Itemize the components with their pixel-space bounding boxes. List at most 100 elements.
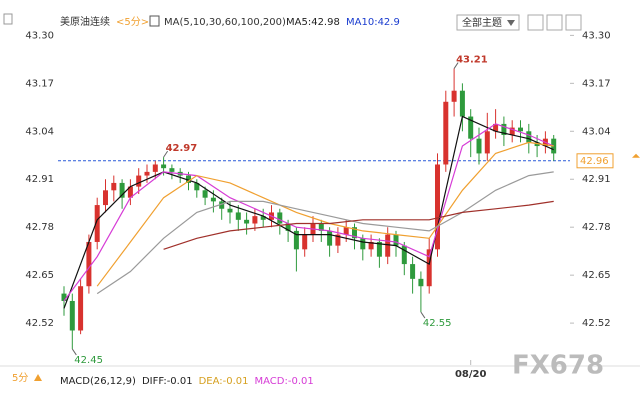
candle-body xyxy=(451,90,457,102)
candle-body xyxy=(551,138,557,154)
candle-body xyxy=(227,208,233,213)
y-tick-label: 42.91 xyxy=(25,174,54,185)
bottom-period[interactable]: 5分 xyxy=(12,372,28,384)
candle-body xyxy=(293,230,299,250)
candle-body xyxy=(468,116,474,139)
last-price-box xyxy=(576,153,614,169)
candle-body xyxy=(302,234,308,250)
y-tick-label: 42.78 xyxy=(25,222,54,233)
y-tick-label: 43.30 xyxy=(25,30,54,41)
candle-body xyxy=(111,182,117,191)
candle-body xyxy=(435,164,440,250)
candle-body xyxy=(518,127,523,132)
macd-label: MACD:-0.01 xyxy=(255,376,314,387)
candle-body xyxy=(410,264,416,279)
candle-body xyxy=(252,216,258,224)
candle-body xyxy=(103,190,108,206)
high-label: 42.97 xyxy=(166,143,198,154)
last-price-label: 42.96 xyxy=(580,156,609,167)
icon[interactable] xyxy=(149,15,160,27)
ma-value: MA10:42.9 xyxy=(346,17,400,28)
candle-body xyxy=(385,234,391,257)
y-tick-label: 43.17 xyxy=(25,78,54,89)
candle-body xyxy=(260,216,266,220)
candle-body xyxy=(69,300,75,331)
indicator: MA(5,10,30,60,100,200) xyxy=(164,17,286,28)
y-tick-label: 43.30 xyxy=(582,30,611,41)
candle-body xyxy=(352,227,357,239)
macd-label: DIFF:-0.01 xyxy=(142,376,193,387)
candle-body xyxy=(418,278,424,287)
candle-body xyxy=(235,212,241,220)
candle-body xyxy=(343,227,349,235)
last-price-arrow xyxy=(632,153,640,158)
pointer xyxy=(71,348,77,356)
candle-body xyxy=(152,164,158,172)
period[interactable]: <5分> xyxy=(116,16,149,28)
candle-body xyxy=(61,293,67,301)
candle-body xyxy=(509,127,515,135)
candle-body xyxy=(210,197,216,202)
candle-body xyxy=(161,164,167,169)
macd-label: MACD(26,12,9) xyxy=(60,376,136,387)
ma-line xyxy=(163,200,554,250)
watermark: FX678 xyxy=(512,351,604,381)
arrow[interactable] xyxy=(34,374,42,381)
candle-body xyxy=(86,241,92,287)
candle-body xyxy=(393,234,399,246)
y-tick-label: 43.04 xyxy=(25,126,54,137)
candle-body xyxy=(127,186,133,198)
candle-body xyxy=(501,123,507,135)
candle-body xyxy=(202,190,208,198)
y-tick-label: 43.17 xyxy=(582,78,611,89)
ma-line xyxy=(96,171,554,295)
icon xyxy=(3,13,13,25)
candle-body xyxy=(318,223,324,231)
candle-body xyxy=(94,205,100,242)
candle-body xyxy=(277,212,283,224)
pointer xyxy=(453,62,459,69)
candle-body xyxy=(119,182,125,198)
ma-value: MA5:42.98 xyxy=(286,17,340,28)
candle-body xyxy=(443,101,449,165)
y-tick-label: 42.52 xyxy=(582,318,611,329)
macd-label: DEA:-0.01 xyxy=(199,376,249,387)
x-tick-label: 08/20 xyxy=(455,369,487,380)
y-tick-label: 42.52 xyxy=(25,318,54,329)
candle-body xyxy=(368,241,374,250)
icon-button[interactable] xyxy=(546,14,563,31)
low-label: 42.45 xyxy=(74,355,103,366)
y-tick-label: 42.78 xyxy=(582,222,611,233)
theme-button-label[interactable]: 全部主题 xyxy=(462,16,502,29)
candle-body xyxy=(335,234,341,246)
pointer xyxy=(163,150,169,158)
candle-body xyxy=(169,168,175,172)
icon-button[interactable] xyxy=(527,14,544,31)
candle-body xyxy=(186,175,191,183)
candle-body xyxy=(285,223,291,231)
candle-body xyxy=(476,138,482,154)
candle-body xyxy=(194,182,200,191)
y-tick-label: 42.65 xyxy=(582,270,611,281)
theme-button[interactable] xyxy=(456,14,520,31)
candle-body xyxy=(78,286,84,331)
ma-line xyxy=(63,123,554,302)
dropdown-arrow[interactable] xyxy=(507,20,515,26)
candle-body xyxy=(401,245,407,265)
candle-body xyxy=(327,230,333,246)
pointer xyxy=(420,311,426,319)
candle-body xyxy=(376,241,382,257)
y-tick-label: 43.04 xyxy=(582,126,611,137)
candle-body xyxy=(360,238,366,250)
candle-body xyxy=(144,171,150,176)
candle-body xyxy=(526,131,532,143)
candle-body xyxy=(493,123,499,132)
candle-body xyxy=(484,131,490,154)
candle-body xyxy=(459,90,465,117)
icon-button[interactable] xyxy=(565,14,582,31)
ma-line xyxy=(63,115,554,309)
candle-body xyxy=(219,201,225,209)
candle-body xyxy=(426,249,432,287)
